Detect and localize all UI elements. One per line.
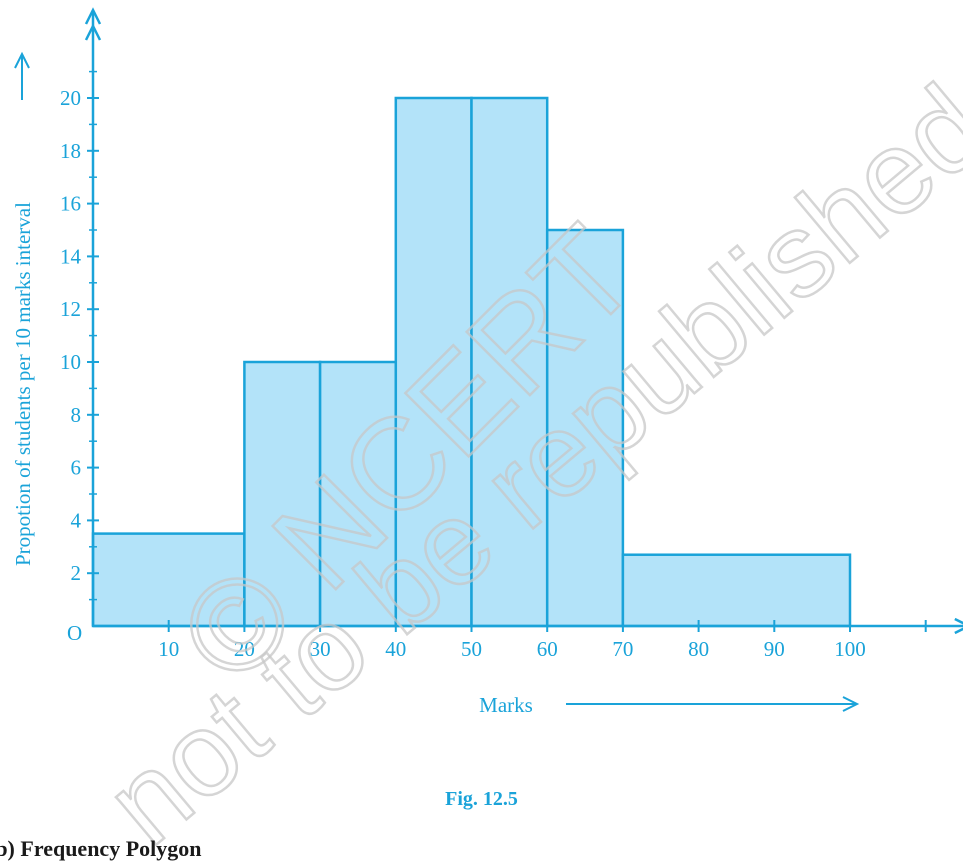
- y-axis-arrowhead-inner: [84, 23, 102, 41]
- figure-caption: Fig. 12.5: [445, 788, 518, 810]
- x-tick-label: 40: [385, 637, 406, 661]
- histogram-bar: [243, 360, 322, 628]
- y-tick-label: 10: [60, 350, 81, 374]
- histogram-bar: [91, 532, 246, 628]
- y-axis-title-arrowhead: [14, 51, 30, 69]
- x-axis-arrowhead-inner: [954, 617, 963, 635]
- x-axis-title: Marks: [479, 693, 533, 717]
- x-axis-title-arrowhead: [842, 696, 860, 712]
- y-tick-label: 14: [60, 244, 82, 268]
- y-tick-label: 16: [60, 192, 81, 216]
- y-axis-title: Propotion of students per 10 marks inter…: [11, 202, 35, 566]
- x-tick-label: 30: [310, 637, 331, 661]
- ticks: 10 20 30 40 50 60 70 80 90 100 2 4 6 8 10 12 14 16 18 20: [60, 70, 927, 661]
- y-axis-arrowhead: [84, 7, 102, 25]
- origin-label: O: [67, 621, 82, 645]
- section-heading: (b) Frequency Polygon: [0, 836, 202, 861]
- y-tick-label: 8: [71, 403, 82, 427]
- histogram-bar: [545, 228, 625, 628]
- x-tick-label: 50: [461, 637, 482, 661]
- histogram-bar: [318, 360, 398, 628]
- x-tick-label: 90: [764, 637, 785, 661]
- y-tick-label: 12: [60, 297, 81, 321]
- x-tick-label: 10: [158, 637, 179, 661]
- histogram-bar: [621, 553, 852, 628]
- y-tick-label: 18: [60, 139, 81, 163]
- x-tick-label: 20: [234, 637, 255, 661]
- y-tick-label: 4: [71, 508, 82, 532]
- y-tick-label: 6: [71, 456, 82, 480]
- y-tick-label: 20: [60, 86, 81, 110]
- axes: [84, 7, 963, 635]
- histogram-bars: [91, 96, 852, 628]
- x-tick-label: 80: [688, 637, 709, 661]
- y-tick-label: 2: [71, 561, 82, 585]
- x-tick-label: 60: [537, 637, 558, 661]
- x-tick-label: 70: [612, 637, 633, 661]
- x-tick-label: 100: [834, 637, 866, 661]
